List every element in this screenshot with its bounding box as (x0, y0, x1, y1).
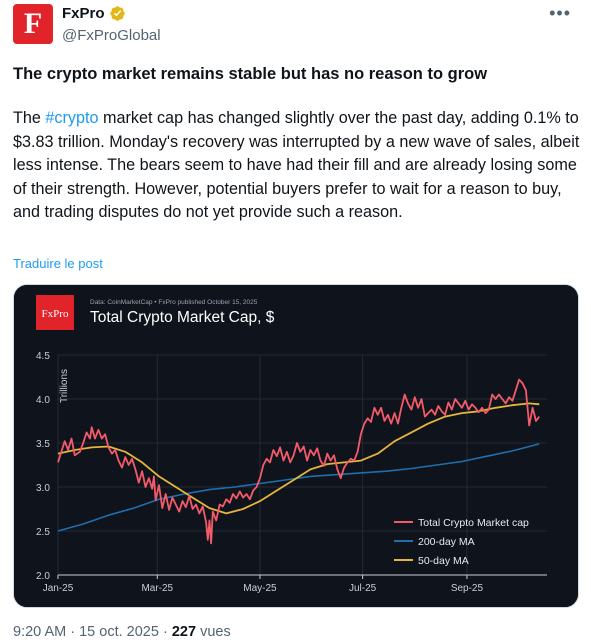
market-cap-chart: FxPro Data: CoinMarketCap • FxPro publis… (14, 285, 578, 607)
chart-axes: 2.0 2.5 3.0 3.5 4.0 4.5 Jan-25 Mar-25 May-25 Jul-… (36, 351, 547, 594)
hashtag-link[interactable]: #crypto (45, 109, 99, 127)
post-body: The #crypto market cap has changed sligh… (13, 107, 581, 225)
x-tick-label: Sep-25 (451, 583, 484, 594)
chart-legend: Total Crypto Market cap 200-day MA 50-day … (394, 517, 529, 567)
post-text-after: market cap has changed slightly over the… (13, 109, 580, 222)
market-cap-line (57, 378, 541, 545)
y-tick-label: 2.5 (36, 527, 50, 538)
chart-title: Total Crypto Market Cap, $ (90, 309, 275, 326)
legend-label: 200-day MA (418, 536, 475, 548)
views-count: 227 (171, 624, 197, 640)
x-tick-label: Jul-25 (349, 583, 377, 594)
author-name-row: FxPro (62, 5, 126, 22)
meta-separator: · (70, 624, 76, 640)
chart-brand-text: FxPro (42, 308, 69, 320)
avatar-logo-letter: F (23, 7, 43, 40)
chart-image[interactable]: FxPro Data: CoinMarketCap • FxPro publis… (13, 284, 579, 608)
post-text-before: The (13, 109, 46, 127)
verified-badge-icon (109, 6, 125, 21)
more-options-icon[interactable]: ••• (549, 3, 571, 23)
meta-separator: · (162, 624, 168, 640)
chart-series (57, 378, 541, 545)
y-tick-label: 3.0 (36, 483, 50, 494)
ma50-line (57, 402, 540, 515)
post-time[interactable]: 9:20 AM (13, 624, 67, 640)
y-tick-label: 4.0 (36, 395, 50, 406)
views-label: vues (200, 624, 231, 640)
legend-label: Total Crypto Market cap (418, 517, 529, 529)
legend-label: 50-day MA (418, 555, 469, 567)
y-tick-label: 4.5 (36, 351, 50, 362)
chart-source: Data: CoinMarketCap • FxPro published Oc… (90, 299, 258, 306)
post-date[interactable]: 15 oct. 2025 (79, 624, 159, 640)
x-tick-label: Jan-25 (43, 583, 74, 594)
y-tick-label: 2.0 (36, 571, 50, 582)
y-tick-label: 3.5 (36, 439, 50, 450)
x-tick-label: May-25 (243, 583, 277, 594)
post-metadata: 9:20 AM · 15 oct. 2025 · 227 vues (13, 624, 231, 640)
author-avatar[interactable]: F (13, 4, 53, 44)
chart-brand-logo (36, 295, 74, 330)
chart-grid (57, 354, 547, 576)
author-name[interactable]: FxPro (62, 5, 105, 22)
x-tick-label: Mar-25 (141, 583, 173, 594)
post-headline: The crypto market remains stable but has… (13, 65, 488, 83)
translate-post-link[interactable]: Traduire le post (13, 256, 103, 271)
chart-ylabel: Trillions (59, 369, 70, 403)
author-handle[interactable]: @FxProGlobal (62, 27, 161, 44)
